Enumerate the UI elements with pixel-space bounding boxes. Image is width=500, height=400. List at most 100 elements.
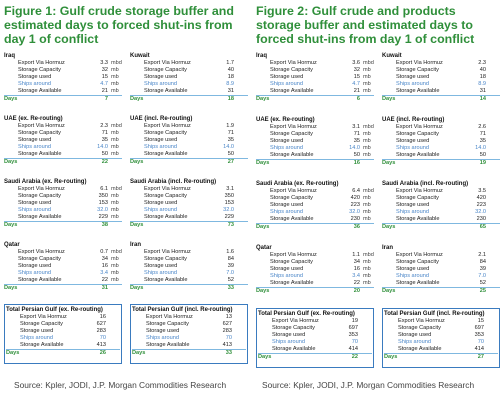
days-unit xyxy=(486,96,500,103)
row-label: Storage Available xyxy=(20,341,64,348)
row-label: Storage Available xyxy=(18,150,62,157)
row-unit xyxy=(232,335,246,342)
days-unit xyxy=(486,160,500,167)
row-unit xyxy=(486,280,500,287)
row-value: 34 xyxy=(353,258,360,265)
row-value: 50 xyxy=(479,151,486,158)
row-unit: mbd xyxy=(111,60,122,66)
row-value: 413 xyxy=(96,341,106,348)
row-label: Storage Capacity xyxy=(396,66,439,73)
row-unit xyxy=(486,188,500,195)
table-row: Storage Available 229 xyxy=(130,214,248,221)
region-table: Saudi Arabia (incl. Re-routing) Export Vi… xyxy=(130,178,248,239)
row-label: Storage used xyxy=(144,73,178,80)
row-label: Ships around xyxy=(398,338,431,345)
row-unit xyxy=(234,193,248,200)
days-label: Days xyxy=(6,349,20,356)
region-table: Qatar Export Via Hormuz 0.7 mbd Storage Capa… xyxy=(4,241,122,302)
table-row: Storage used 16 mb xyxy=(256,266,374,273)
row-label: Storage Available xyxy=(270,151,314,158)
region-table: Iraq Export Via Hormuz 3.3 mbd Storage Capac… xyxy=(4,52,122,113)
table-row: Storage Capacity 71 mb xyxy=(256,131,374,138)
row-unit: mb xyxy=(111,129,119,136)
region-table: Total Persian Gulf (incl. Re-routing) Exp… xyxy=(382,308,500,368)
row-unit xyxy=(234,270,248,277)
days-value: 7 xyxy=(104,95,108,102)
table-row: Storage used 223 mb xyxy=(256,202,374,209)
row-value: 283 xyxy=(222,327,232,334)
table-row: Ships around 14.0 xyxy=(130,144,248,151)
table-row: Ships around 8.9 xyxy=(130,81,248,88)
region-name: Total Persian Gulf (ex. Re-routing) xyxy=(6,307,103,313)
row-label: Ships around xyxy=(18,206,51,213)
row-unit: mb xyxy=(363,66,371,73)
row-label: Storage Capacity xyxy=(398,324,441,331)
row-label: Storage Available xyxy=(144,213,188,220)
days-row: Days 27 xyxy=(130,157,248,166)
row-unit: mb xyxy=(111,143,119,150)
table-row: Export Via Hormuz 1.6 xyxy=(130,249,248,256)
row-unit: mb xyxy=(111,255,119,262)
row-label: Export Via Hormuz xyxy=(396,60,443,66)
row-value: 31 xyxy=(227,87,234,94)
row-value: 15 xyxy=(477,318,484,324)
row-label: Export Via Hormuz xyxy=(270,252,317,258)
table-row: Storage used 283 xyxy=(132,328,246,335)
days-unit xyxy=(484,354,498,361)
row-unit xyxy=(234,256,248,263)
days-label: Days xyxy=(256,287,270,294)
row-label: Storage Capacity xyxy=(144,66,187,73)
days-value: 27 xyxy=(227,158,234,165)
region-table: Total Persian Gulf (ex. Re-routing) Expor… xyxy=(256,308,374,368)
row-value: 8.9 xyxy=(226,80,234,87)
row-unit xyxy=(486,209,500,216)
table-row: Export Via Hormuz 16 xyxy=(6,314,120,321)
region-name: Saudi Arabia (ex. Re-routing) xyxy=(4,179,87,185)
region-name: Total Persian Gulf (ex. Re-routing) xyxy=(258,311,355,317)
days-row: Days 16 xyxy=(256,158,374,167)
days-row: Days 20 xyxy=(256,286,374,295)
row-unit: mb xyxy=(111,199,119,206)
row-value: 35 xyxy=(101,136,108,143)
days-unit xyxy=(108,285,122,292)
row-unit: mb xyxy=(363,137,371,144)
row-unit: mb xyxy=(111,136,119,143)
table-row: Export Via Hormuz 19 xyxy=(258,318,372,325)
row-value: 18 xyxy=(479,73,486,80)
table-row: Export Via Hormuz 2.3 xyxy=(382,60,500,67)
days-row: Days 18 xyxy=(130,94,248,103)
row-unit: mbd xyxy=(111,186,122,192)
row-label: Ships around xyxy=(18,80,51,87)
days-label: Days xyxy=(4,95,18,102)
days-row: Days 6 xyxy=(256,94,374,103)
region-name: Iraq xyxy=(4,53,16,59)
row-value: 40 xyxy=(227,66,234,73)
region-name: Iran xyxy=(130,242,142,248)
row-value: 84 xyxy=(479,258,486,265)
days-value: 19 xyxy=(479,159,486,166)
row-value: 31 xyxy=(479,87,486,94)
row-label: Storage Available xyxy=(18,213,62,220)
row-unit xyxy=(234,151,248,158)
days-value: 25 xyxy=(479,287,486,294)
row-unit xyxy=(106,342,120,349)
row-value: 627 xyxy=(222,320,232,327)
row-label: Export Via Hormuz xyxy=(398,318,445,324)
table-row: Storage Capacity 350 xyxy=(130,193,248,200)
row-value: 627 xyxy=(96,320,106,327)
row-unit: mb xyxy=(363,87,371,94)
row-label: Storage Capacity xyxy=(270,194,313,201)
row-unit: mbd xyxy=(111,249,122,255)
table-row: Ships around 70 xyxy=(6,335,120,342)
days-label: Days xyxy=(258,353,272,360)
days-value: 33 xyxy=(227,284,234,291)
row-label: Storage Available xyxy=(270,215,314,222)
table-row: Storage used 353 xyxy=(258,332,372,339)
region-name: Qatar xyxy=(256,245,272,251)
row-value: 1.1 xyxy=(352,252,360,258)
row-unit: mbd xyxy=(111,123,122,129)
row-label: Ships around xyxy=(272,338,305,345)
table-row: Storage Available 414 xyxy=(384,346,498,353)
table-row: Ships around 70 xyxy=(384,339,498,346)
row-value: 230 xyxy=(476,215,486,222)
